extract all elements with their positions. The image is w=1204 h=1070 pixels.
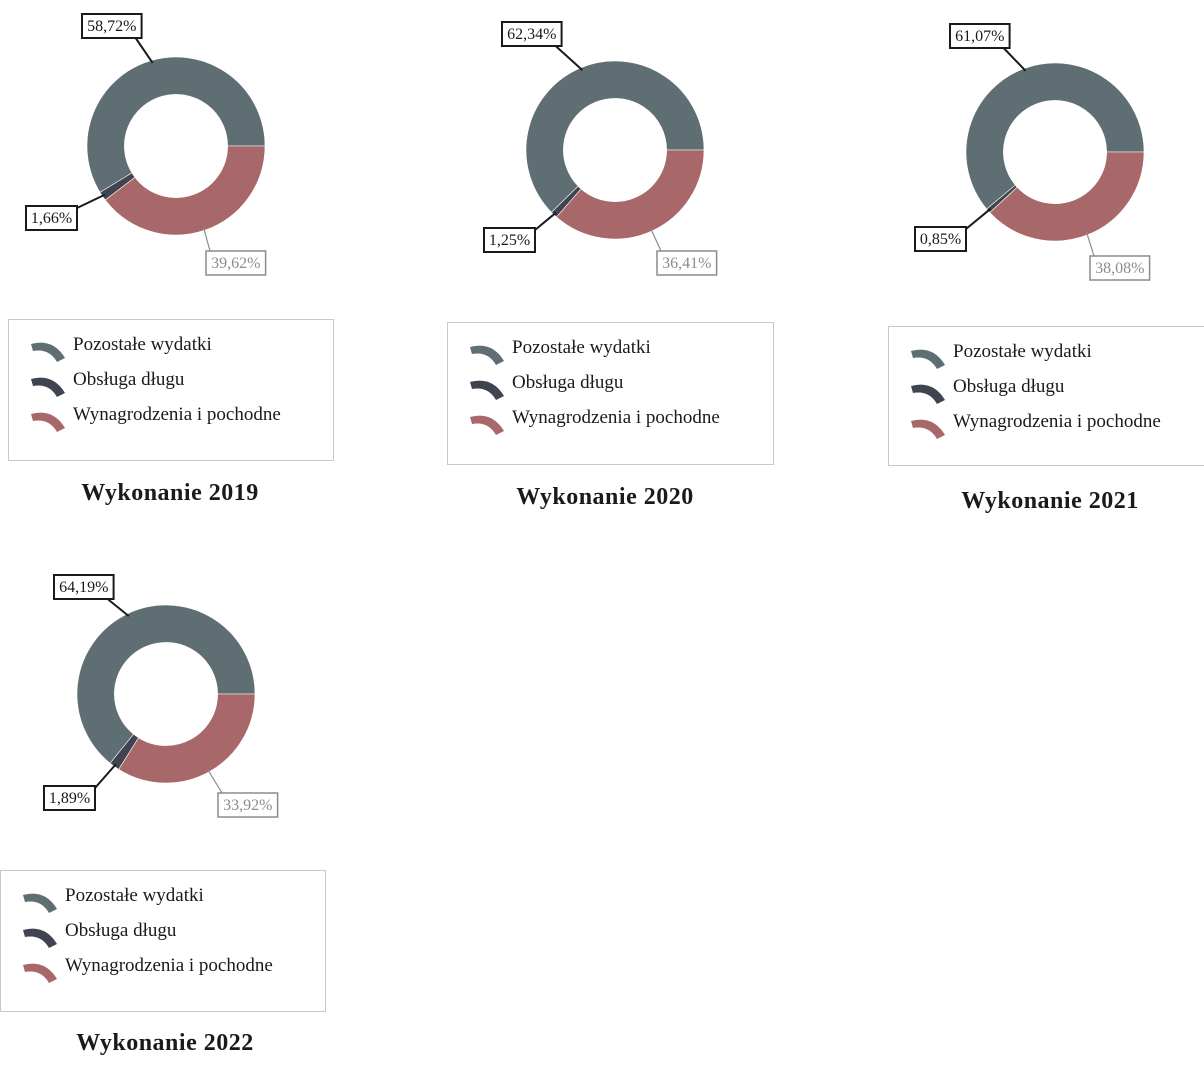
slice-obsluga-dlugu xyxy=(109,733,139,770)
legend: Pozostałe wydatki Obsługa długu Wynagrodze… xyxy=(888,326,1204,466)
slice-wynagrodzenia-i-pochodne xyxy=(104,145,266,236)
legend-swatch-icon xyxy=(23,963,57,983)
leader-line xyxy=(134,37,154,64)
legend-swatch-icon xyxy=(470,415,504,435)
data-label: 36,41% xyxy=(662,255,711,272)
data-label-box xyxy=(1089,255,1151,281)
data-label: 1,25% xyxy=(489,232,530,249)
legend-label: Wynagrodzenia i pochodne xyxy=(65,955,273,976)
data-label: 64,19% xyxy=(59,579,108,596)
legend-swatch-icon xyxy=(911,419,945,439)
leader-line xyxy=(94,763,117,789)
legend-swatch-icon xyxy=(911,349,945,369)
leader-line xyxy=(965,208,991,230)
legend-item: Wynagrodzenia i pochodne xyxy=(468,407,773,442)
chart-title: Wykonanie 2021 xyxy=(961,488,1139,514)
legend-item: Wynagrodzenia i pochodne xyxy=(29,404,333,439)
slice-wynagrodzenia-i-pochodne xyxy=(118,693,256,784)
data-label-box xyxy=(43,785,96,811)
data-label-box xyxy=(25,205,78,231)
legend-item: Pozostałe wydatki xyxy=(909,341,1204,376)
legend-label: Wynagrodzenia i pochodne xyxy=(512,407,720,428)
chart-panel: 64,19% 1,89% 33,92% Pozostałe wydatki Obsług… xyxy=(0,550,380,1070)
legend-label: Wynagrodzenia i pochodne xyxy=(73,404,281,425)
legend-label: Pozostałe wydatki xyxy=(65,885,204,906)
legend-label: Pozostałe wydatki xyxy=(512,337,651,358)
data-label: 61,07% xyxy=(955,28,1004,45)
legend-swatch-icon xyxy=(23,893,57,913)
legend: Pozostałe wydatki Obsługa długu Wynagrodze… xyxy=(0,870,326,1012)
leader-line xyxy=(554,45,584,71)
data-label: 58,72% xyxy=(87,18,136,35)
leader-line xyxy=(1086,232,1095,257)
data-label: 0,85% xyxy=(920,231,961,248)
legend-swatch-icon xyxy=(31,377,65,397)
legend-item: Pozostałe wydatki xyxy=(468,337,773,372)
slice-pozostale-wydatki xyxy=(525,60,705,213)
leader-line xyxy=(107,598,130,617)
legend-label: Wynagrodzenia i pochodne xyxy=(953,411,1161,432)
data-label: 38,08% xyxy=(1095,260,1144,277)
data-label: 39,62% xyxy=(211,255,260,272)
legend-label: Obsługa długu xyxy=(953,376,1065,397)
slice-pozostale-wydatki xyxy=(76,604,256,764)
slice-wynagrodzenia-i-pochodne xyxy=(556,149,705,240)
legend-swatch-icon xyxy=(31,412,65,432)
data-label: 33,92% xyxy=(223,797,272,814)
legend-swatch-icon xyxy=(470,380,504,400)
chart-title: Wykonanie 2020 xyxy=(516,484,694,510)
chart-title: Wykonanie 2019 xyxy=(81,480,259,506)
slice-obsluga-dlugu xyxy=(99,172,136,201)
leader-line xyxy=(534,212,557,231)
donut-chart: 61,07% 0,85% 38,08% xyxy=(914,23,1151,281)
leader-line xyxy=(207,769,223,794)
legend-item: Obsługa długu xyxy=(29,369,333,404)
legend-item: Pozostałe wydatki xyxy=(29,334,333,369)
chart-panel: 62,34% 1,25% 36,41% Pozostałe wydatki Obsług… xyxy=(440,0,820,520)
legend-label: Obsługa długu xyxy=(512,372,624,393)
data-label-box xyxy=(81,13,143,39)
data-label-box xyxy=(949,23,1011,49)
legend: Pozostałe wydatki Obsługa długu Wynagrodze… xyxy=(8,319,334,461)
leader-line xyxy=(76,193,106,209)
slice-obsluga-dlugu xyxy=(551,185,582,218)
legend-label: Pozostałe wydatki xyxy=(73,334,212,355)
chart-title: Wykonanie 2022 xyxy=(76,1030,254,1056)
legend-swatch-icon xyxy=(23,928,57,948)
donut-chart: 64,19% 1,89% 33,92% xyxy=(43,574,279,818)
legend-label: Obsługa długu xyxy=(65,920,177,941)
donut-chart: 58,72% 1,66% 39,62% xyxy=(25,13,267,276)
legend: Pozostałe wydatki Obsługa długu Wynagrodze… xyxy=(447,322,774,465)
legend-swatch-icon xyxy=(31,342,65,362)
slice-wynagrodzenia-i-pochodne xyxy=(989,151,1145,242)
slice-pozostale-wydatki xyxy=(965,62,1145,210)
legend-label: Pozostałe wydatki xyxy=(953,341,1092,362)
donut-chart: 62,34% 1,25% 36,41% xyxy=(483,21,718,276)
legend-swatch-icon xyxy=(470,345,504,365)
data-label: 1,89% xyxy=(49,790,90,807)
leader-line xyxy=(203,227,211,252)
leader-line xyxy=(650,228,662,252)
data-label-box xyxy=(656,250,718,276)
legend-item: Obsługa długu xyxy=(21,920,325,955)
data-label-box xyxy=(483,227,536,253)
legend-item: Obsługa długu xyxy=(909,376,1204,411)
leader-line xyxy=(1002,47,1027,72)
data-label: 1,66% xyxy=(31,210,72,227)
chart-panel: 58,72% 1,66% 39,62% Pozostałe wydatki Obsług… xyxy=(0,0,380,520)
slice-pozostale-wydatki xyxy=(86,56,266,193)
data-label-box xyxy=(501,21,563,47)
legend-swatch-icon xyxy=(911,384,945,404)
data-label-box xyxy=(217,792,279,818)
legend-item: Obsługa długu xyxy=(468,372,773,407)
chart-panel: 61,07% 0,85% 38,08% Pozostałe wydatki Obsług… xyxy=(880,0,1204,520)
data-label: 62,34% xyxy=(507,26,556,43)
data-label-box xyxy=(53,574,115,600)
legend-item: Wynagrodzenia i pochodne xyxy=(909,411,1204,446)
data-label-box xyxy=(205,250,267,276)
legend-item: Pozostałe wydatki xyxy=(21,885,325,920)
legend-label: Obsługa długu xyxy=(73,369,185,390)
data-label-box xyxy=(914,226,967,252)
legend-item: Wynagrodzenia i pochodne xyxy=(21,955,325,990)
